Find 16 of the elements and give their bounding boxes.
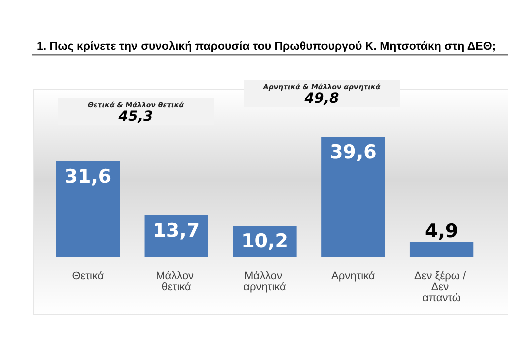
bar [56, 161, 120, 257]
x-tick-label: Αρνητικά [332, 270, 376, 282]
x-tick-label: Μάλλον θετικά [156, 270, 198, 294]
x-tick-label: Δεν ξέρω / Δεν απαντώ [414, 270, 470, 304]
data-label: 4,9 [424, 220, 459, 243]
data-label: 13,7 [153, 220, 200, 242]
bar [322, 137, 386, 257]
data-label: 31,6 [64, 166, 112, 188]
x-tick-label: Θετικά [72, 270, 105, 282]
text: 49,8 [304, 91, 340, 107]
chart-title: 1. Πως κρίνετε την συνολική παρουσία του Πρωθυπουργού Κ. Μητσοτάκη στη ΔΕΘ; [37, 41, 496, 53]
x-tick-label: Μάλλον αρνητικά [244, 270, 288, 294]
data-label: 39,6 [330, 142, 377, 164]
text: 45,3 [118, 109, 154, 125]
bar [410, 242, 474, 257]
data-label: 10,2 [242, 230, 288, 253]
